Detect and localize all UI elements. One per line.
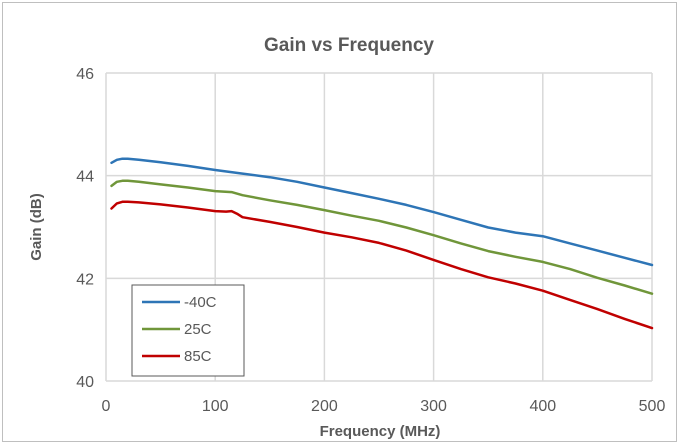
x-tick-label: 300 <box>420 398 447 415</box>
y-tick-label: 42 <box>76 271 94 288</box>
x-tick-label: 0 <box>102 398 111 415</box>
x-tick-label: 500 <box>639 398 666 415</box>
series-layer <box>110 157 654 330</box>
legend-box <box>131 284 245 377</box>
x-tick-label: 400 <box>529 398 556 415</box>
y-axis-label: Gain (dB) <box>28 193 45 261</box>
x-tick-label: 100 <box>202 398 229 415</box>
y-tick-label: 46 <box>76 66 94 83</box>
x-tick-label: 200 <box>311 398 338 415</box>
x-axis-label: Frequency (MHz) <box>320 423 441 440</box>
chart-title: Gain vs Frequency <box>264 35 434 56</box>
x-tick-labels: 0 100 200 300 400 500 <box>102 398 666 415</box>
chart-svg: Gain vs Frequency 0 100 200 300 400 500 40424… <box>28 35 666 440</box>
gridlines <box>105 72 653 382</box>
series-line-25C <box>110 179 654 295</box>
series-line--40C <box>110 157 654 267</box>
legend-label-25C: 25C <box>184 321 212 338</box>
series-line-85C <box>110 200 654 330</box>
y-tick-label: 44 <box>76 169 94 186</box>
y-tick-labels: 40 42 44 46 <box>76 66 94 391</box>
chart-frame: Gain vs Frequency 0 100 200 300 400 500 40 42 4… <box>2 2 677 442</box>
y-tick-label: 40 <box>76 374 94 391</box>
legend-label--40C: -40C <box>184 294 217 311</box>
legend-label-85C: 85C <box>184 348 212 365</box>
legend: -40C 25C 85C <box>131 284 245 377</box>
